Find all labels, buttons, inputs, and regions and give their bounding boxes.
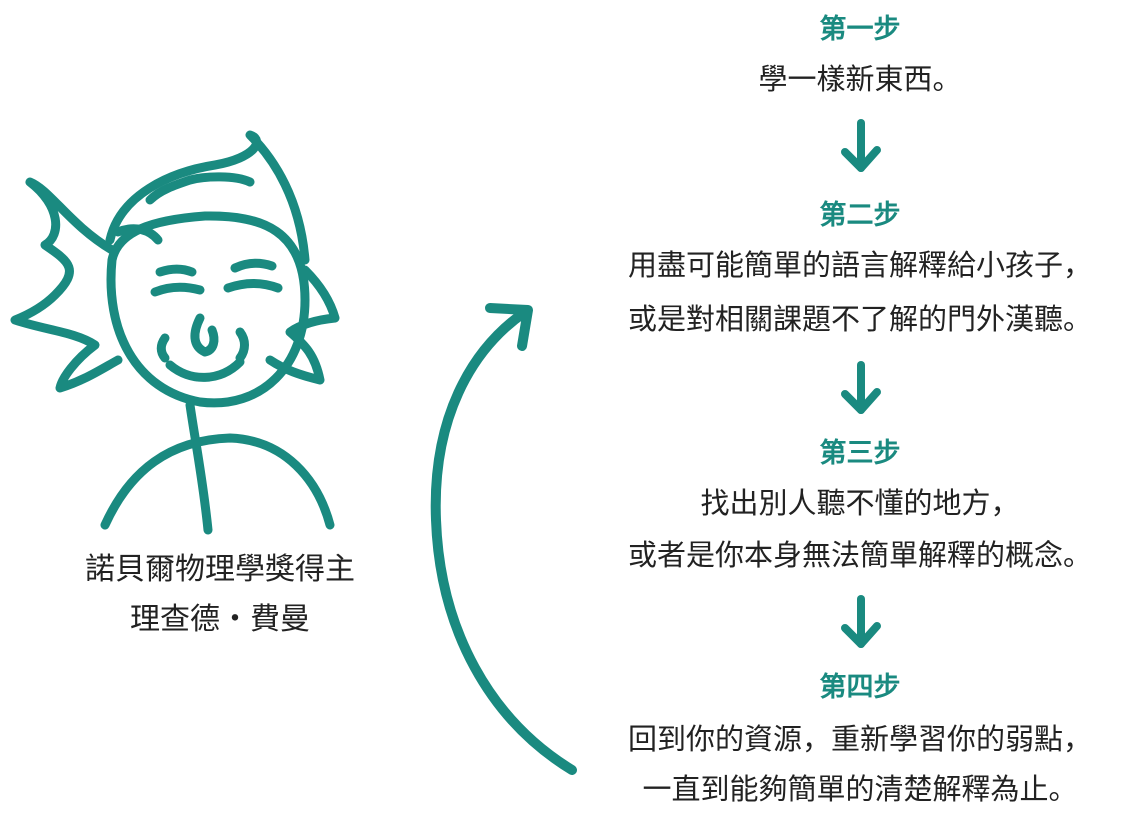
nose bbox=[190, 313, 219, 357]
step-3-line-2: 或者是你本身無法簡單解釋的概念。 bbox=[627, 538, 1092, 572]
hair-curl bbox=[113, 224, 163, 245]
step-4-line-2: 一直到能夠簡單的清楚解釋為止。 bbox=[642, 772, 1078, 806]
hair-fringe bbox=[145, 172, 255, 205]
step-2-line-1: 用盡可能簡單的語言解釋給小孩子， bbox=[627, 248, 1092, 282]
arrow-down-icon bbox=[841, 119, 881, 172]
step-4-title: 第四步 bbox=[819, 672, 901, 703]
portrait-caption-line2: 理查德・費曼 bbox=[130, 602, 310, 637]
mouth bbox=[165, 357, 245, 382]
step-2-line-2: 或是對相關課題不了解的門外漢聽。 bbox=[627, 302, 1092, 336]
left-eye bbox=[150, 282, 205, 297]
portrait-sketch-icon bbox=[10, 130, 340, 535]
right-eye-lash bbox=[230, 258, 277, 273]
left-cheek bbox=[156, 333, 170, 363]
step-2-title: 第二步 bbox=[819, 200, 901, 231]
curved-return-arrow-icon bbox=[430, 303, 577, 775]
left-eye-lash bbox=[155, 264, 197, 277]
arrow-down-icon bbox=[841, 595, 881, 648]
shoulders bbox=[100, 433, 335, 530]
step-4-line-1: 回到你的資源，重新學習你的弱點， bbox=[627, 722, 1092, 756]
hair-left bbox=[10, 177, 123, 393]
hair-right bbox=[265, 265, 340, 385]
arrow-down-icon bbox=[841, 361, 881, 414]
right-cheek bbox=[235, 327, 249, 363]
right-eye bbox=[223, 279, 283, 293]
neck bbox=[185, 400, 213, 535]
step-3-line-1: 找出別人聽不懂的地方， bbox=[700, 486, 1020, 520]
step-1-line-1: 學一樣新東西。 bbox=[758, 62, 962, 96]
step-1-title: 第一步 bbox=[819, 14, 901, 45]
loop-arrow-shaft bbox=[430, 307, 577, 775]
hair-top bbox=[105, 130, 310, 265]
loop-arrow-head bbox=[485, 303, 533, 351]
portrait-caption-line1: 諾貝爾物理學獎得主 bbox=[85, 552, 355, 587]
step-3-title: 第三步 bbox=[819, 438, 901, 469]
face-outline bbox=[106, 211, 310, 408]
